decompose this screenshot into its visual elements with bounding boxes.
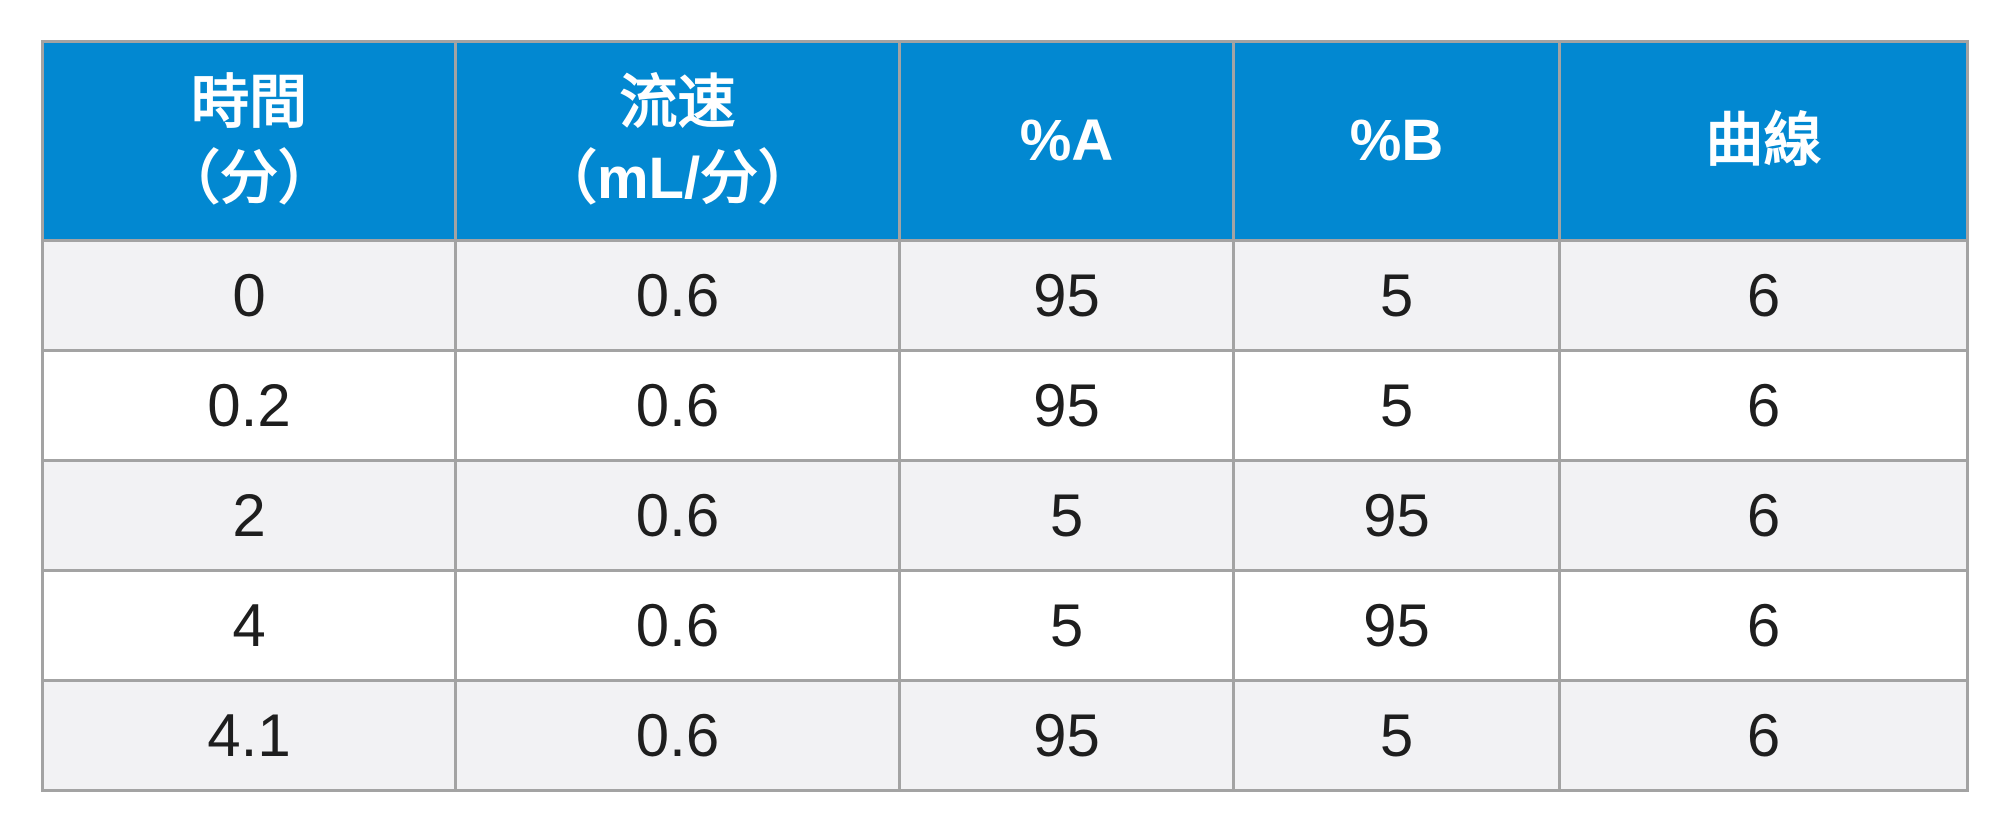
table-row: 0 0.6 95 5 6 xyxy=(41,239,1969,352)
table-row: 4 0.6 5 95 6 xyxy=(41,569,1969,682)
cell-flow-rate: 0.6 xyxy=(454,349,901,462)
cell-time: 4.1 xyxy=(41,679,457,792)
cell-flow-rate: 0.6 xyxy=(454,239,901,352)
header-cell-percent-a: %A xyxy=(898,40,1235,242)
cell-percent-b: 5 xyxy=(1232,679,1561,792)
cell-curve: 6 xyxy=(1558,349,1969,462)
header-flow-rate-unit: （mL/分） xyxy=(538,146,817,211)
header-time-unit: （分） xyxy=(161,146,336,211)
header-cell-curve: 曲線 xyxy=(1558,40,1969,242)
table-body: 0 0.6 95 5 6 0.2 0.6 95 5 6 2 0.6 5 95 6 xyxy=(41,239,1969,792)
cell-percent-b: 95 xyxy=(1232,569,1561,682)
header-flow-rate-label: 流速 xyxy=(619,70,736,135)
table-row: 2 0.6 5 95 6 xyxy=(41,459,1969,572)
cell-percent-b: 95 xyxy=(1232,459,1561,572)
cell-time: 4 xyxy=(41,569,457,682)
header-cell-percent-b: %B xyxy=(1232,40,1561,242)
header-curve-label: 曲線 xyxy=(1705,108,1822,173)
gradient-table: 時間 （分） 流速 （mL/分） %A %B 曲線 0 xyxy=(41,40,1969,792)
cell-curve: 6 xyxy=(1558,459,1969,572)
header-row: 時間 （分） 流速 （mL/分） %A %B 曲線 xyxy=(41,40,1969,242)
cell-percent-b: 5 xyxy=(1232,239,1561,352)
cell-flow-rate: 0.6 xyxy=(454,569,901,682)
cell-curve: 6 xyxy=(1558,569,1969,682)
gradient-table-container: 時間 （分） 流速 （mL/分） %A %B 曲線 0 xyxy=(41,40,1969,792)
cell-percent-a: 5 xyxy=(898,459,1235,572)
cell-curve: 6 xyxy=(1558,239,1969,352)
cell-flow-rate: 0.6 xyxy=(454,679,901,792)
header-cell-flow-rate: 流速 （mL/分） xyxy=(454,40,901,242)
cell-percent-a: 95 xyxy=(898,349,1235,462)
cell-time: 2 xyxy=(41,459,457,572)
cell-flow-rate: 0.6 xyxy=(454,459,901,572)
table-row: 4.1 0.6 95 5 6 xyxy=(41,679,1969,792)
header-percent-a-label: %A xyxy=(1019,108,1114,173)
cell-percent-a: 95 xyxy=(898,239,1235,352)
cell-time: 0.2 xyxy=(41,349,457,462)
table-header: 時間 （分） 流速 （mL/分） %A %B 曲線 xyxy=(41,40,1969,242)
cell-curve: 6 xyxy=(1558,679,1969,792)
cell-percent-a: 5 xyxy=(898,569,1235,682)
header-cell-time: 時間 （分） xyxy=(41,40,457,242)
header-percent-b-label: %B xyxy=(1349,108,1444,173)
table-row: 0.2 0.6 95 5 6 xyxy=(41,349,1969,462)
cell-percent-b: 5 xyxy=(1232,349,1561,462)
cell-time: 0 xyxy=(41,239,457,352)
header-time-label: 時間 xyxy=(190,70,307,135)
cell-percent-a: 95 xyxy=(898,679,1235,792)
